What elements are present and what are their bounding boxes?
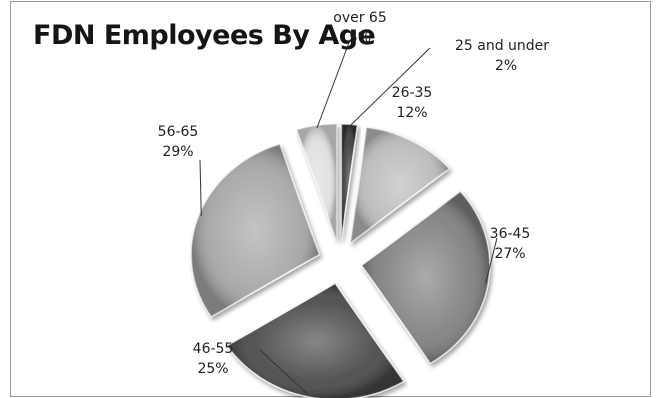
chart-title: FDN Employees By Age xyxy=(33,20,376,51)
leader-line xyxy=(199,159,202,217)
leader-line xyxy=(259,349,309,395)
data-label-over-65: over 65 5% xyxy=(333,10,386,46)
pie-slice-36-45 xyxy=(360,190,491,365)
pie-slice-over-65 xyxy=(296,123,338,241)
pie-slice-25-and-under xyxy=(340,123,359,241)
pie-slice-26-35 xyxy=(349,126,451,245)
leader-line xyxy=(348,47,431,127)
leader-line xyxy=(485,237,498,284)
pie-slice-46-55 xyxy=(226,282,405,398)
data-label-56-65: 56-65 29% xyxy=(158,124,199,160)
data-label-26-35: 26-35 12% xyxy=(392,85,433,121)
data-label-46-55: 46-55 25% xyxy=(193,341,234,377)
leader-line xyxy=(316,39,351,129)
data-label-36-45: 36-45 27% xyxy=(490,226,531,262)
pie-slice-56-65 xyxy=(190,143,321,318)
data-label-25-and-under: 25 and under 2% xyxy=(455,38,549,74)
